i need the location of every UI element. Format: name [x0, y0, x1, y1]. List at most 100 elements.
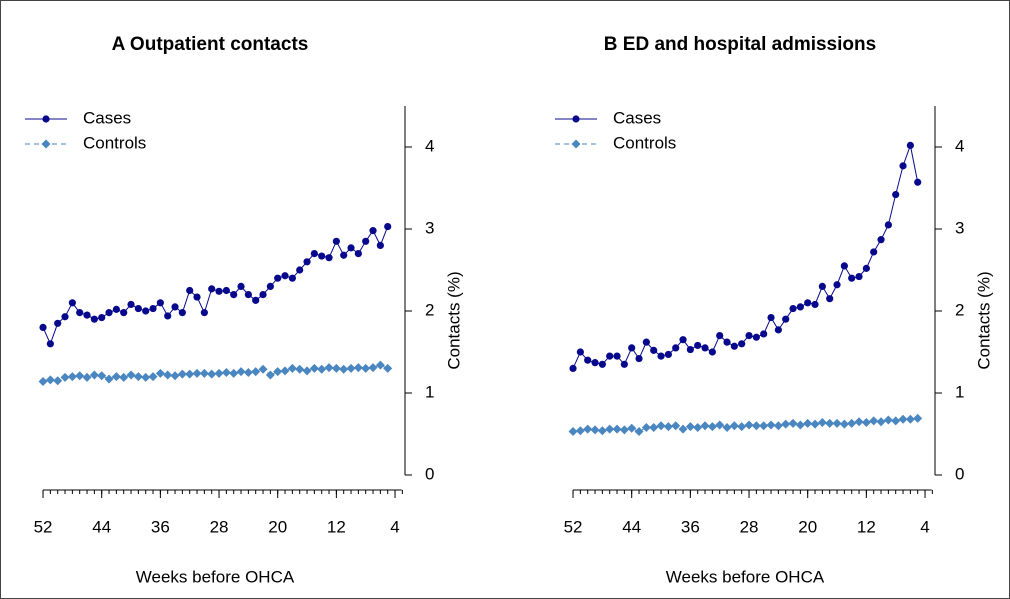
marker	[701, 344, 709, 352]
marker	[605, 424, 615, 434]
marker	[649, 422, 659, 432]
x-tick-label: 44	[622, 517, 641, 536]
marker	[243, 368, 253, 377]
marker	[840, 262, 848, 270]
x-tick-label: 52	[34, 517, 53, 536]
marker	[729, 421, 739, 431]
marker	[672, 344, 680, 352]
marker	[266, 282, 274, 290]
marker	[818, 282, 826, 290]
marker	[353, 363, 363, 373]
marker	[141, 372, 151, 382]
marker	[200, 309, 208, 317]
y-tick-label: 4	[425, 136, 434, 155]
marker	[612, 424, 622, 434]
marker	[832, 418, 842, 428]
marker	[317, 364, 327, 374]
marker	[171, 303, 179, 311]
marker	[90, 315, 98, 323]
marker	[854, 417, 864, 427]
x-tick-label: 36	[151, 517, 170, 536]
marker	[700, 421, 710, 431]
marker	[723, 338, 731, 346]
marker	[870, 248, 878, 256]
marker	[98, 313, 106, 322]
marker	[767, 313, 775, 322]
marker	[620, 360, 628, 368]
marker	[913, 413, 923, 423]
x-tick-label: 28	[210, 517, 229, 536]
marker	[804, 299, 812, 307]
panel-title: A Outpatient contacts	[112, 34, 309, 55]
marker	[869, 416, 879, 426]
marker	[898, 414, 908, 424]
marker	[193, 293, 201, 301]
x-tick-label: 12	[857, 517, 876, 536]
marker	[83, 311, 91, 319]
marker	[265, 370, 275, 380]
marker	[163, 370, 173, 380]
marker	[613, 352, 621, 360]
marker	[309, 363, 319, 373]
marker	[38, 377, 48, 387]
marker	[82, 372, 92, 382]
marker	[788, 418, 798, 428]
marker	[339, 364, 349, 374]
y-tick-label: 3	[955, 218, 964, 237]
legend-label: Cases	[83, 108, 131, 127]
marker	[76, 309, 84, 317]
legend-marker	[42, 115, 50, 123]
marker	[766, 420, 776, 430]
marker	[575, 426, 585, 436]
marker	[383, 363, 393, 373]
marker	[362, 237, 370, 245]
marker	[332, 237, 340, 245]
marker	[678, 424, 688, 434]
marker	[361, 363, 371, 373]
panel: B ED and hospital admissions01234Contact…	[555, 34, 993, 586]
marker	[112, 305, 120, 313]
legend-marker	[41, 139, 51, 149]
marker	[796, 303, 804, 311]
marker	[236, 367, 246, 377]
marker	[251, 367, 261, 377]
legend-label: Controls	[83, 133, 146, 152]
x-tick-label: 28	[740, 517, 759, 536]
marker	[324, 363, 334, 373]
marker	[375, 360, 385, 370]
marker	[60, 372, 70, 382]
marker	[782, 315, 790, 323]
marker	[75, 371, 85, 381]
marker	[148, 372, 158, 382]
marker	[642, 338, 650, 346]
marker	[825, 418, 835, 428]
marker	[752, 333, 760, 341]
marker	[745, 332, 753, 340]
y-tick-label: 1	[955, 382, 964, 401]
marker	[707, 422, 717, 432]
marker	[281, 272, 289, 280]
marker	[185, 369, 195, 379]
marker	[354, 250, 362, 258]
marker	[744, 420, 754, 430]
marker	[384, 222, 392, 231]
marker	[127, 300, 135, 309]
marker	[716, 332, 724, 340]
marker	[207, 369, 217, 379]
x-tick-label: 36	[681, 517, 700, 536]
panel-title: B ED and hospital admissions	[604, 34, 876, 55]
marker	[54, 319, 62, 327]
marker	[671, 421, 681, 431]
marker	[208, 285, 216, 293]
marker	[810, 419, 820, 429]
marker	[222, 286, 230, 295]
marker	[252, 296, 260, 304]
marker	[597, 426, 607, 436]
marker	[584, 356, 592, 364]
marker	[369, 227, 377, 235]
marker	[635, 354, 643, 363]
marker	[751, 421, 761, 431]
y-tick-label: 3	[425, 218, 434, 237]
